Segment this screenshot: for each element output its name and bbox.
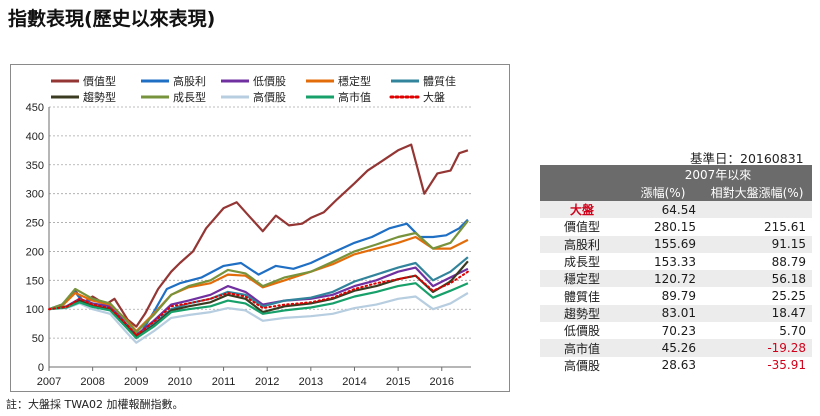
x-tick-label: 2013: [299, 376, 323, 388]
x-tick-label: 2015: [386, 376, 410, 388]
table-header-blank-2: [540, 183, 624, 201]
y-tick-label: 250: [26, 218, 44, 230]
series-line-7: [48, 292, 469, 344]
x-tick-label: 2012: [255, 376, 279, 388]
legend-label: 高股利: [173, 74, 206, 88]
table-cell-v2: -19.28: [702, 339, 812, 357]
x-tick-label: 2010: [168, 376, 192, 388]
table-cell-v2: 18.47: [702, 304, 812, 323]
table-cell-name: 高股利: [540, 235, 624, 253]
table-row: 穩定型 120.72 56.18: [540, 270, 812, 288]
performance-table: 2007年以來 漲幅(%) 相對大盤漲幅(%) 大盤 64.54 價值型 280.15…: [540, 165, 812, 374]
table-header-col2: 相對大盤漲幅(%): [702, 183, 812, 201]
x-tick-label: 2016: [430, 376, 454, 388]
table-body: 大盤 64.54 價值型 280.15 215.61 高股利 155.69 91.15 成長型 1…: [540, 201, 812, 374]
x-tick-label: 2014: [342, 376, 366, 388]
y-tick-label: 100: [26, 304, 44, 316]
series-line-0: [48, 143, 469, 328]
table-row: 高價股 28.63 -35.91: [540, 357, 812, 374]
line-chart: 0 50 100 150 200 250 300 350 400 450 2007 2008 2009 2…: [10, 64, 510, 392]
legend-label: 體質佳: [423, 74, 456, 88]
table-row: 價值型 280.15 215.61: [540, 218, 812, 235]
table-cell-name: 趨勢型: [540, 304, 624, 323]
table-cell-v1: 45.26: [624, 339, 702, 357]
table-header-group: 2007年以來: [624, 165, 812, 183]
table-cell-name: 成長型: [563, 255, 600, 270]
y-tick-label: 450: [26, 102, 44, 114]
legend-label: 大盤: [423, 90, 445, 104]
table-cell-v2: 25.25: [771, 289, 806, 304]
table-cell-v2: 215.61: [764, 219, 806, 234]
table-cell-name: 高市值: [540, 339, 624, 357]
table-cell-name: 低價股: [563, 324, 600, 339]
legend-label: 高市值: [338, 90, 371, 104]
x-tick-label: 2007: [37, 376, 61, 388]
table-cell-v1: 28.63: [661, 358, 696, 373]
table-row: 趨勢型 83.01 18.47: [540, 304, 812, 323]
legend-label: 低價股: [253, 74, 286, 88]
table-row: 高市值 45.26 -19.28: [540, 339, 812, 357]
table-cell-v2: 91.15: [702, 235, 812, 253]
series-line-3: [48, 235, 469, 333]
legend-label: 趨勢型: [83, 90, 116, 104]
series-line-5: [48, 260, 469, 339]
y-tick-label: 400: [26, 131, 44, 143]
y-tick-label: 0: [38, 362, 44, 374]
series-line-6: [48, 220, 469, 334]
legend-label: 成長型: [173, 90, 206, 104]
table-row: 低價股 70.23 5.70: [540, 322, 812, 339]
x-tick-label: 2011: [212, 376, 236, 388]
table-cell-v1: 89.79: [661, 289, 696, 304]
table-row: 大盤 64.54: [540, 201, 812, 219]
y-tick-label: 200: [26, 246, 44, 258]
table-cell-name: 穩定型: [540, 270, 624, 288]
x-tick-label: 2009: [124, 376, 148, 388]
table-cell-name: 體質佳: [563, 289, 600, 304]
footnote: 註：大盤採 TWA02 加權報酬指數。: [6, 398, 184, 411]
table-cell-v2: -35.91: [767, 358, 806, 373]
x-tick-label: 2008: [80, 376, 104, 388]
table-cell-v1: 153.33: [654, 254, 696, 269]
table-row: 成長型 153.33 88.79: [540, 253, 812, 270]
legend-label: 穩定型: [338, 74, 371, 88]
table-cell-v1: 155.69: [624, 235, 702, 253]
y-tick-label: 50: [32, 333, 44, 345]
table-row: 體質佳 89.79 25.25: [540, 287, 812, 304]
table-cell-v1: 83.01: [624, 304, 702, 323]
page-title: 指數表現(歷史以來表現): [8, 8, 216, 30]
base-date: 基準日：20160831: [690, 151, 804, 166]
table-cell-v1: 70.23: [661, 323, 696, 338]
y-tick-label: 150: [26, 275, 44, 287]
legend-label: 高價股: [253, 90, 286, 104]
y-tick-label: 350: [26, 160, 44, 172]
table-cell-v2: 56.18: [702, 270, 812, 288]
series-line-9: [48, 270, 469, 337]
table-header-blank: [540, 165, 624, 183]
table-cell-name: 大盤: [540, 201, 624, 219]
table-cell-v1: 280.15: [654, 219, 696, 234]
table-cell-v2: 88.79: [771, 254, 806, 269]
legend-label: 價值型: [83, 74, 116, 88]
table-cell-name: 價值型: [563, 220, 600, 235]
y-tick-label: 300: [26, 189, 44, 201]
chart-svg: 0 50 100 150 200 250 300 350 400 450 2007 2008 2009 2…: [26, 74, 471, 388]
table-cell-v1: 120.72: [624, 270, 702, 288]
series-line-8: [48, 282, 469, 340]
table-cell-v1: 64.54: [624, 201, 702, 219]
table-header-col1: 漲幅(%): [624, 183, 702, 201]
table-cell-v2: [702, 201, 812, 219]
table-row: 高股利 155.69 91.15: [540, 235, 812, 253]
table-cell-name: 高價股: [563, 358, 600, 373]
table-cell-v2: 5.70: [779, 323, 806, 338]
series-line-2: [48, 266, 469, 337]
